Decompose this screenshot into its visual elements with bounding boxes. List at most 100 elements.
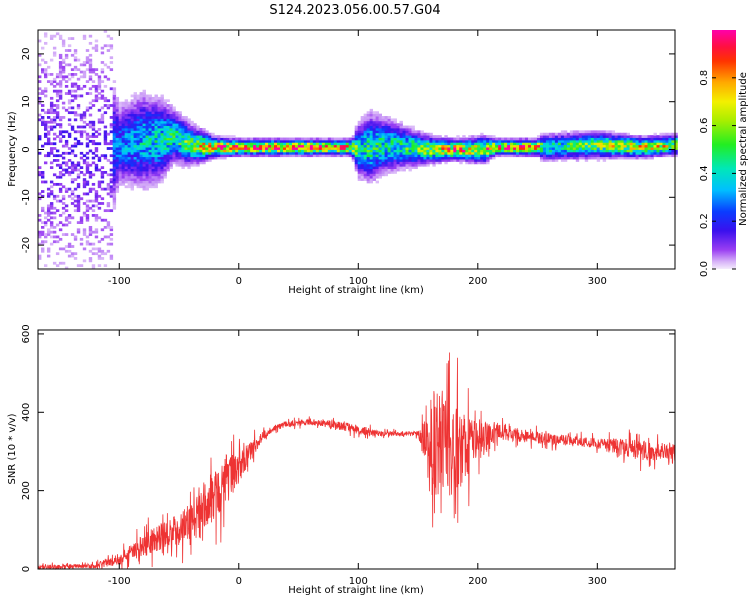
spectrogram-cell bbox=[199, 151, 203, 155]
spectrogram-cell bbox=[647, 149, 651, 153]
spectrogram-cell bbox=[85, 204, 90, 208]
spectrogram-cell bbox=[49, 151, 54, 155]
spectrogram-cell bbox=[112, 192, 117, 196]
spectrogram-cell bbox=[175, 163, 179, 167]
spectrogram-cell bbox=[602, 137, 607, 141]
spectrogram-cell bbox=[602, 147, 607, 150]
spectrogram-cell bbox=[169, 135, 173, 138]
spectrogram-cell bbox=[130, 175, 135, 179]
spectrogram-cell bbox=[55, 154, 60, 158]
spectrogram-cell bbox=[369, 113, 374, 117]
spectrogram-cell bbox=[55, 235, 60, 239]
spectrogram-cell bbox=[405, 139, 409, 143]
spectrogram-cell bbox=[124, 137, 129, 141]
spectrogram-cell bbox=[399, 151, 403, 155]
spectrogram-cell bbox=[103, 132, 108, 136]
spectrogram-cell bbox=[668, 144, 672, 148]
spectrogram-cell bbox=[656, 144, 660, 148]
spectrogram-cell bbox=[536, 139, 541, 143]
spectrogram-cell bbox=[142, 182, 146, 186]
spectrogram-cell bbox=[52, 230, 57, 234]
spectrogram-cell bbox=[554, 144, 559, 148]
spectrogram-cell bbox=[172, 154, 176, 158]
spectrogram-cell bbox=[49, 120, 54, 124]
spectrogram-cell bbox=[184, 156, 188, 160]
spectrogram-cell bbox=[357, 149, 362, 153]
spectrogram-cell bbox=[354, 130, 359, 134]
spectrogram-cell bbox=[76, 204, 81, 208]
spectrogram-cell bbox=[357, 159, 362, 162]
spectrogram-cell bbox=[620, 139, 625, 143]
spectrogram-cell bbox=[405, 130, 409, 134]
spectrogram-cell bbox=[166, 168, 170, 172]
spectrogram-cell bbox=[175, 120, 179, 124]
spectrogram-cell bbox=[127, 147, 132, 150]
spectrogram-cell bbox=[127, 159, 132, 162]
spectrogram-cell bbox=[136, 127, 140, 131]
spectrogram-cell bbox=[172, 151, 176, 155]
spectrogram-cell bbox=[366, 156, 371, 160]
spectrogram-cell bbox=[145, 151, 149, 155]
spectrogram-cell bbox=[196, 149, 200, 153]
spectrogram-cell bbox=[52, 240, 57, 244]
spectrogram-cell bbox=[623, 137, 627, 141]
spectrogram-cell bbox=[38, 137, 42, 141]
spectrogram-cell bbox=[674, 132, 678, 136]
spectrogram-cell bbox=[599, 135, 604, 138]
spectrogram-cell bbox=[109, 173, 114, 177]
spectrogram-cell bbox=[112, 168, 117, 172]
spectrogram-cell bbox=[118, 116, 123, 119]
spectrogram-cell bbox=[73, 209, 78, 213]
spectrogram-cell bbox=[67, 101, 72, 105]
spectrogram-cell bbox=[148, 149, 152, 153]
spectrogram-cell bbox=[504, 147, 508, 150]
spectrogram-cell bbox=[70, 245, 75, 248]
spectrogram-cell bbox=[513, 137, 517, 141]
spectrogram-cell bbox=[172, 161, 176, 165]
spectrogram-cell bbox=[390, 125, 394, 129]
spectrogram-cell bbox=[429, 139, 433, 143]
spectrogram-cell bbox=[43, 41, 48, 45]
spectrogram-cell bbox=[136, 123, 140, 126]
spectrogram-cell bbox=[297, 144, 302, 148]
spectrogram-cell bbox=[151, 173, 155, 177]
spectrogram-cell bbox=[112, 118, 117, 122]
spectrogram-cell bbox=[157, 123, 161, 126]
spectrogram-cell bbox=[390, 139, 394, 143]
spectrogram-cell bbox=[124, 151, 129, 155]
spectrogram-cell bbox=[572, 132, 577, 136]
spectrogram-cell bbox=[112, 175, 117, 179]
spectrogram-cell bbox=[133, 104, 137, 107]
spectrogram-cell bbox=[432, 139, 436, 143]
spectrogram-cell bbox=[151, 175, 155, 179]
spectrogram-cell bbox=[100, 175, 105, 179]
spectrogram-cell bbox=[154, 154, 158, 158]
spectrogram-cell bbox=[145, 111, 149, 115]
spectrogram-cell bbox=[151, 104, 155, 107]
spectrogram-cell bbox=[492, 135, 496, 138]
spectrogram-cell bbox=[671, 142, 675, 146]
spectrogram-cell bbox=[40, 242, 45, 246]
spectrogram-cell bbox=[554, 135, 559, 138]
spectrogram-cell bbox=[581, 139, 586, 143]
spectrogram-cell bbox=[175, 142, 179, 146]
spectrogram-cell bbox=[187, 142, 191, 146]
spectrogram-cell bbox=[136, 154, 140, 158]
spectrogram-cell bbox=[91, 252, 96, 256]
spectrogram-cell bbox=[396, 137, 400, 141]
spectrogram-cell bbox=[387, 123, 391, 126]
spectrogram-cell bbox=[283, 154, 287, 158]
spectrogram-cell bbox=[593, 149, 598, 153]
spectrogram-cell bbox=[184, 144, 188, 148]
spectrogram-cell bbox=[121, 137, 126, 141]
spectrogram-cell bbox=[372, 137, 377, 141]
spectrogram-cell bbox=[190, 135, 194, 138]
spectrogram-cell bbox=[584, 147, 589, 150]
colorbar-tick-label: 0.2 bbox=[699, 213, 710, 229]
spectrogram-cell bbox=[357, 171, 362, 174]
spectrogram-cell bbox=[157, 108, 161, 112]
spectrogram-cell bbox=[133, 159, 137, 162]
spectrogram-cell bbox=[617, 137, 622, 141]
spectrogram-cell bbox=[97, 264, 102, 268]
spectrogram-cell bbox=[285, 137, 290, 141]
